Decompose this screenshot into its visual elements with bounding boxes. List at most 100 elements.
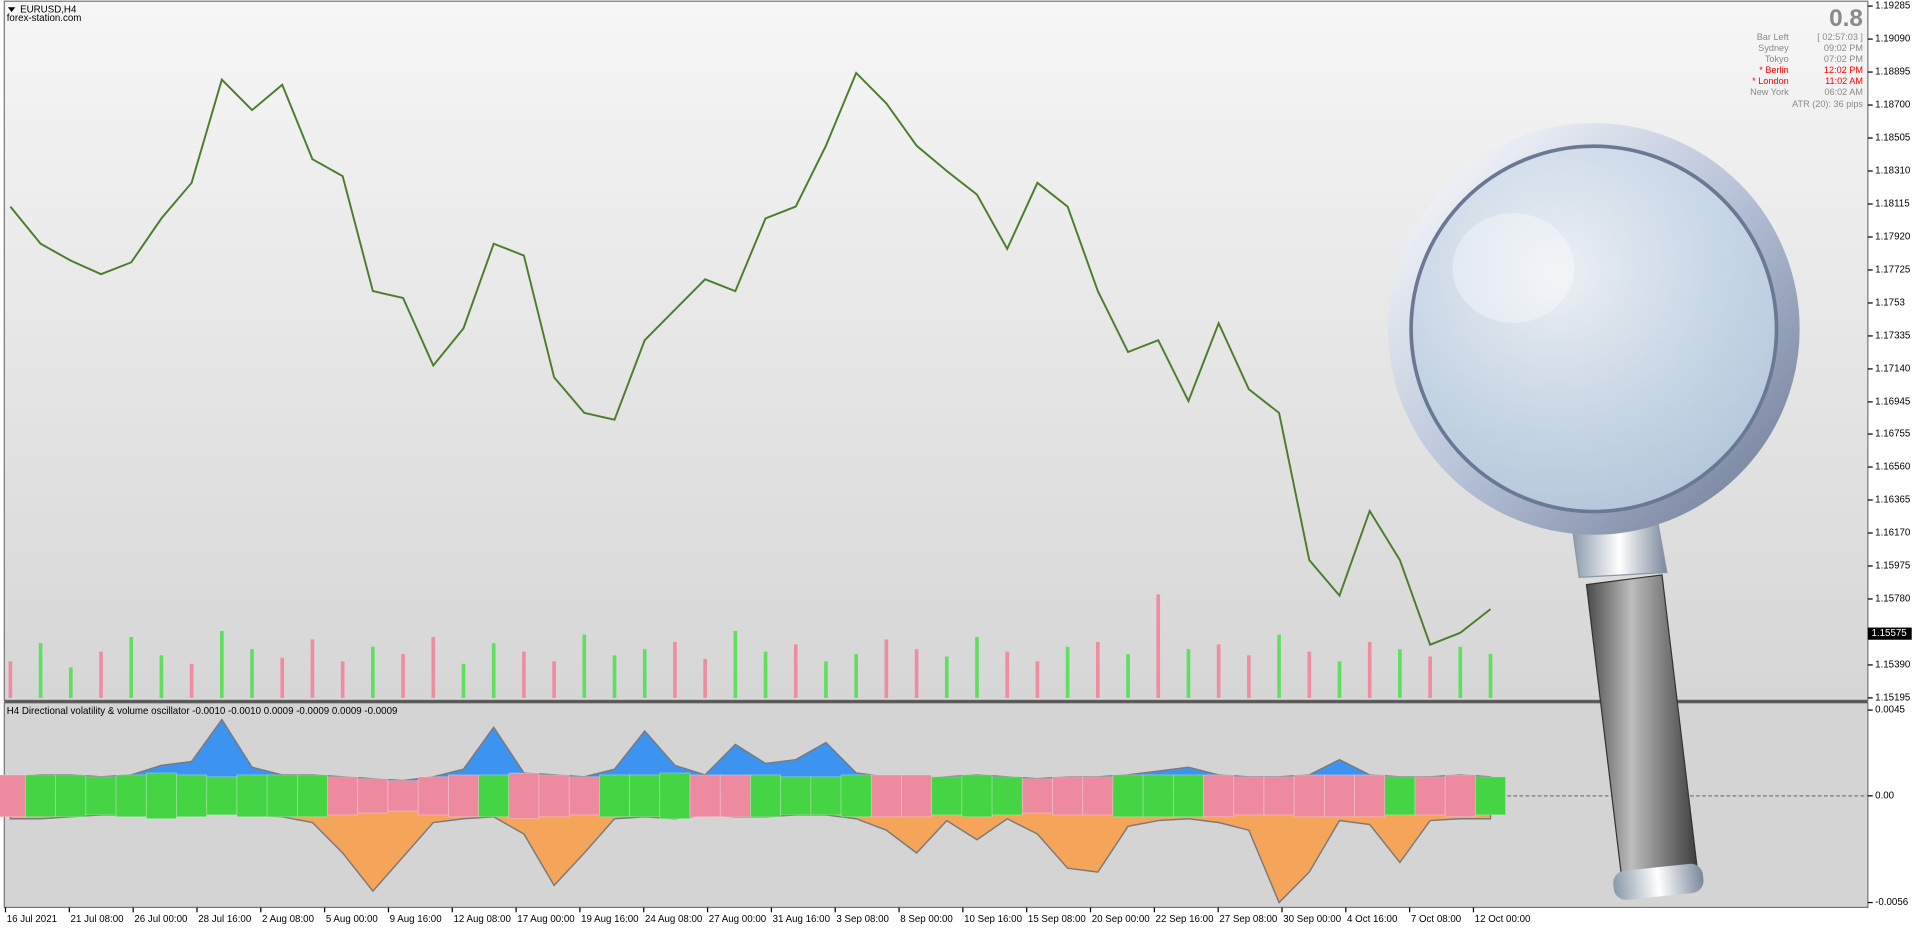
info-value: 0.8 xyxy=(1829,5,1863,32)
volume-bar xyxy=(673,641,677,698)
volume-bar xyxy=(38,643,43,698)
y-tick-label: 1.16170 xyxy=(1875,528,1911,539)
histogram-bar xyxy=(1324,774,1355,818)
y-tick-label: 1.18115 xyxy=(1875,199,1909,210)
y-tick-label: 1.15195 xyxy=(1875,693,1910,704)
volume-bar xyxy=(642,649,647,698)
histogram-bar xyxy=(176,774,208,818)
volume-bar xyxy=(401,654,405,698)
histogram-bar xyxy=(991,776,1023,816)
x-tick-label: 12 Aug 08:00 xyxy=(453,914,511,925)
volume-bar xyxy=(1005,651,1010,698)
x-tick-label: 4 Oct 16:00 xyxy=(1347,914,1398,925)
current-price-label: 1.15575 xyxy=(1872,628,1907,639)
volume-bar xyxy=(884,639,889,698)
volume-bar xyxy=(1337,661,1342,698)
x-tick-label: 20 Sep 00:00 xyxy=(1092,914,1151,925)
histogram-bar xyxy=(1203,774,1235,818)
volume-bar xyxy=(763,651,768,698)
price-line xyxy=(9,71,1492,646)
histogram-bar xyxy=(1475,776,1506,816)
volume-bar xyxy=(1307,651,1312,698)
histogram-bar xyxy=(538,774,570,818)
histogram-bar xyxy=(296,774,328,818)
x-tick-label: 17 Aug 00:00 xyxy=(517,914,575,925)
y-tick-label: 1.15780 xyxy=(1875,594,1911,605)
histogram-bar xyxy=(1293,774,1325,818)
y-tick-label: 1.18505 xyxy=(1875,133,1910,144)
volume-bar xyxy=(461,663,466,698)
info-time: 07:02 PM xyxy=(1824,54,1863,64)
histogram-bar xyxy=(145,772,177,820)
info-time: [ 02:57:03 ] xyxy=(1817,32,1863,42)
histogram-bar xyxy=(448,774,479,818)
volume-bar xyxy=(975,637,979,698)
histogram-bar xyxy=(901,774,933,818)
x-tick-label: 2 Aug 08:00 xyxy=(262,914,315,925)
histogram-bar xyxy=(236,774,268,818)
histogram-bar xyxy=(417,776,449,816)
y-tick-label: 1.16560 xyxy=(1875,462,1911,473)
info-time: 12:02 PM xyxy=(1824,65,1863,75)
y-tick-label: 1.17725 xyxy=(1875,265,1910,276)
histogram-bar xyxy=(1172,774,1204,818)
volume-bar xyxy=(824,661,828,698)
y-tick-label: 1.15975 xyxy=(1875,561,1910,572)
symbol: EURUSD,H4 xyxy=(20,4,77,15)
volume-bar xyxy=(1156,594,1161,698)
menu-arrow xyxy=(7,7,16,13)
y-tick-label: 1.17920 xyxy=(1875,232,1911,243)
histogram-bar xyxy=(0,774,26,818)
volume-bar xyxy=(129,637,134,698)
histogram-bar xyxy=(659,772,691,820)
histogram-bar xyxy=(206,776,238,816)
histogram-bar xyxy=(115,774,147,818)
histogram-bar xyxy=(1444,774,1476,818)
histogram-bar xyxy=(1384,776,1416,816)
y-tick-label: 1.16755 xyxy=(1875,429,1910,440)
volume-bar xyxy=(1488,654,1493,698)
volume-bar xyxy=(371,646,375,698)
histogram-bar xyxy=(478,774,510,818)
volume-bar xyxy=(793,644,798,698)
x-tick-label: 30 Sep 00:00 xyxy=(1283,914,1342,925)
histogram-bar xyxy=(1082,776,1114,816)
handle-cap xyxy=(1613,863,1704,900)
volume-bar xyxy=(250,649,254,698)
current-price-box xyxy=(1867,627,1912,640)
histogram-bar xyxy=(387,780,419,812)
magnifier xyxy=(1387,123,1800,900)
volume-bar xyxy=(1216,644,1221,698)
volume-bar xyxy=(431,637,436,698)
histogram-bar xyxy=(810,776,842,816)
volume-bar xyxy=(582,634,587,698)
histogram-bar xyxy=(629,774,661,818)
volume-bar xyxy=(280,657,285,698)
histogram-bar xyxy=(25,774,57,818)
volume-bar xyxy=(1186,649,1191,698)
y-tick-label: 1.18895 xyxy=(1875,67,1910,78)
x-tick-label: 26 Jul 00:00 xyxy=(134,914,188,925)
y-tick-label: 0.0045 xyxy=(1875,705,1905,716)
x-tick-label: 28 Jul 16:00 xyxy=(198,914,252,925)
histogram-bar xyxy=(750,774,782,818)
y-tick-label: 0.00 xyxy=(1875,790,1895,801)
histogram-bar xyxy=(1142,774,1174,818)
glass-highlight xyxy=(1452,213,1575,323)
x-tick-label: 22 Sep 16:00 xyxy=(1156,914,1215,925)
info-label: New York xyxy=(1750,87,1789,97)
volume-bar xyxy=(552,661,556,698)
histogram-bar xyxy=(1263,776,1295,816)
y-tick-label: 1.1753 xyxy=(1875,298,1905,309)
x-tick-label: 27 Sep 08:00 xyxy=(1219,914,1278,925)
x-tick-label: 24 Aug 08:00 xyxy=(645,914,703,925)
histogram-bar xyxy=(961,774,993,818)
y-tick-label: -0.0056 xyxy=(1875,897,1908,908)
x-tick-label: 21 Jul 08:00 xyxy=(71,914,125,925)
histogram-bar xyxy=(568,776,600,816)
info-label: * London xyxy=(1752,76,1789,86)
volume-bar xyxy=(612,655,617,698)
